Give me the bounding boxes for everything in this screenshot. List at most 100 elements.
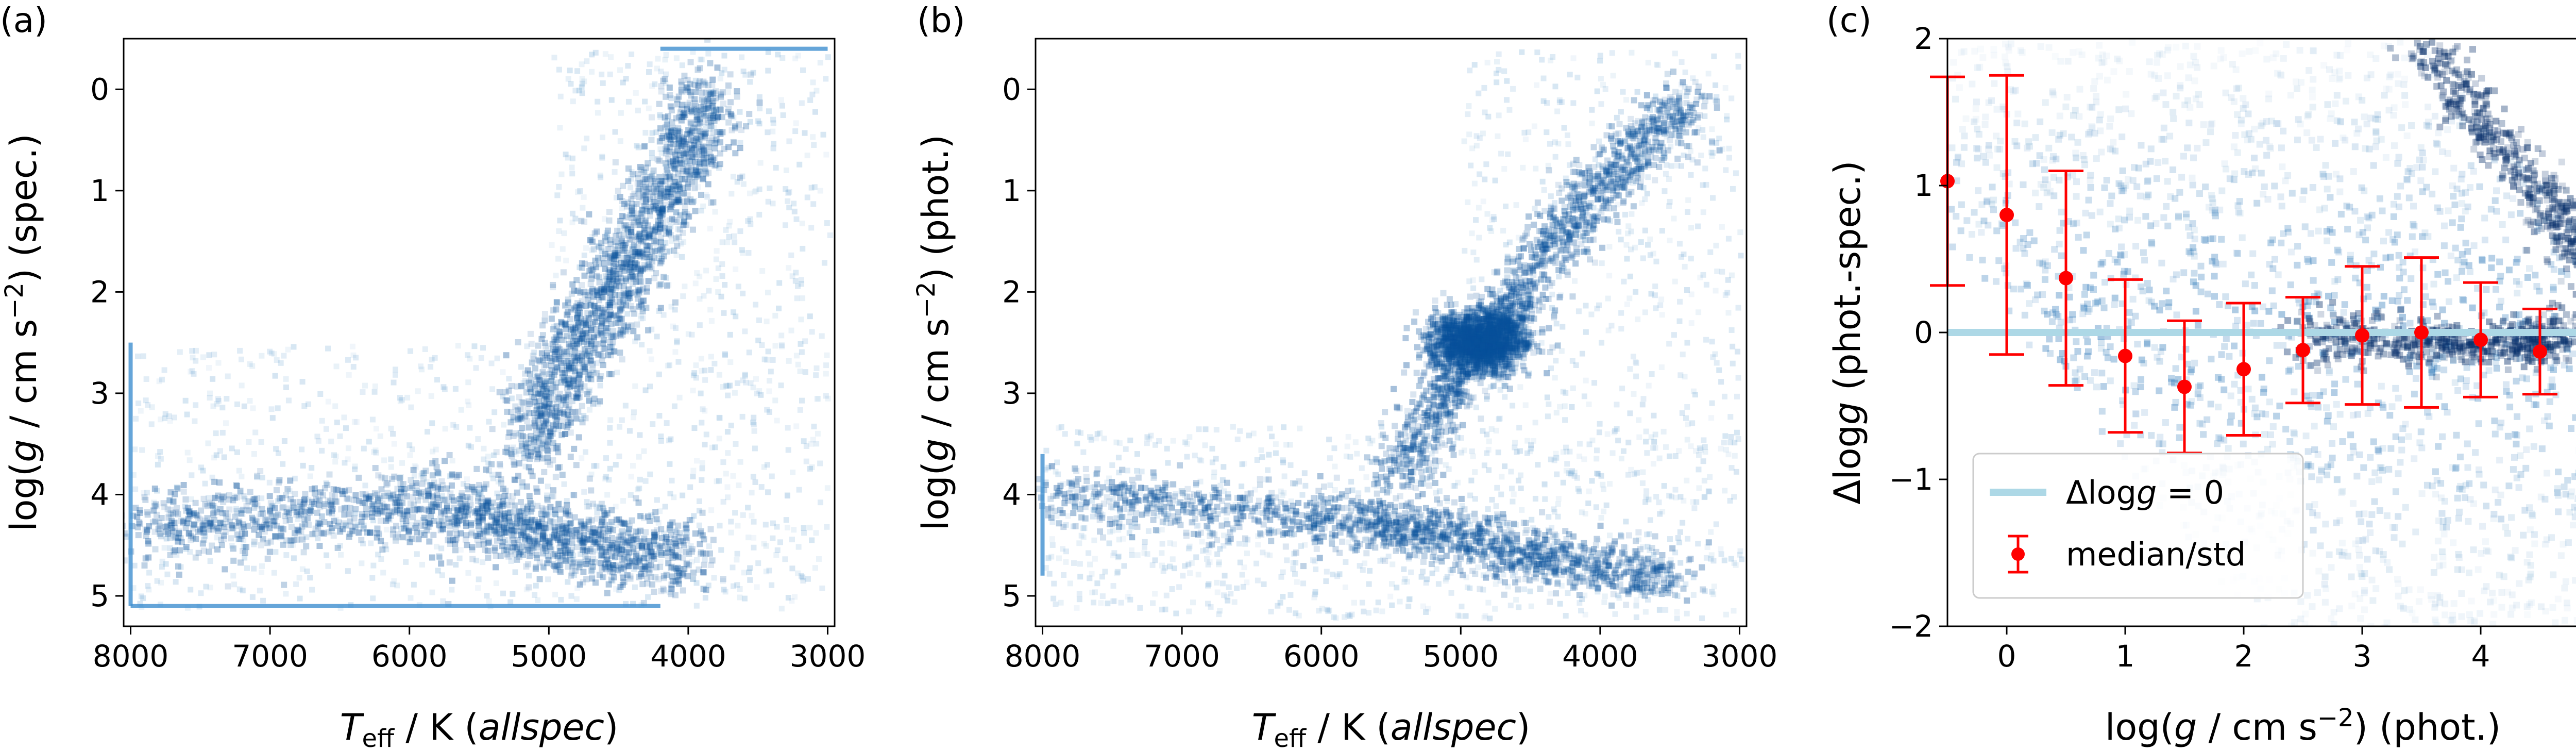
density-cell [587,536,594,543]
density-cell [690,167,697,174]
density-cell [691,142,698,148]
density-cell [1406,457,1412,463]
density-cell [1586,441,1592,447]
density-cell [701,160,707,166]
density-cell [602,51,608,57]
density-cell [461,481,467,487]
density-cell [188,496,194,503]
density-cell [631,310,638,317]
density-cell [459,506,465,513]
density-cell [595,288,601,294]
density-cell [565,392,572,399]
density-cell [432,504,438,510]
density-cell [544,411,550,418]
density-cell [663,230,669,237]
density-cell [657,210,664,216]
density-cell [189,472,195,478]
density-cell [555,426,561,432]
density-cell [602,511,609,518]
density-cell [1228,591,1234,597]
density-cell [1217,546,1223,552]
density-cell [693,107,700,114]
density-cell [468,444,474,450]
density-cell [550,284,556,291]
density-cell [640,169,647,176]
density-cell [740,290,746,296]
density-cell [365,495,371,502]
density-cell [519,433,526,440]
density-cell [677,152,684,158]
density-cell [584,547,590,554]
density-cell [346,372,352,378]
density-cell [380,503,387,510]
density-cell [655,228,662,235]
density-cell [464,476,470,482]
density-cell [703,268,709,274]
density-cell [534,412,540,419]
density-cell [1269,501,1276,507]
density-cell [460,503,466,510]
density-cell [555,464,562,471]
density-cell [827,232,833,238]
density-cell [590,293,597,300]
density-cell [566,341,572,347]
density-cell [697,65,703,72]
density-cell [481,509,488,516]
density-cell [575,189,581,195]
density-cell [579,336,585,342]
density-cell [527,538,533,544]
density-cell [398,526,404,532]
density-cell [714,64,721,71]
density-cell [1680,520,1686,526]
density-cell [521,536,528,543]
density-cell [640,264,647,271]
density-cell [807,465,813,472]
density-cell [573,386,580,392]
density-cell [611,574,617,580]
density-cell [210,526,216,533]
density-cell [476,514,483,521]
density-cell [796,487,802,493]
density-cell [188,532,194,539]
density-cell [286,516,293,523]
density-cell [639,266,646,273]
density-cell [801,438,807,444]
density-cell [388,495,395,502]
density-cell [400,481,406,488]
density-cell [250,516,257,523]
density-cell [533,485,540,492]
density-cell [552,334,559,340]
density-cell [708,354,714,360]
density-cell [702,134,708,141]
density-cell [667,92,673,98]
density-cell [649,149,655,156]
density-cell [1681,497,1687,504]
density-cell [690,137,697,144]
density-cell [539,544,546,551]
density-cell [386,492,393,499]
density-cell [667,206,673,213]
density-cell [660,205,667,212]
density-cell [477,486,483,492]
density-cell [1500,572,1506,578]
density-cell [710,156,717,163]
density-cell [369,575,376,581]
density-cell [528,449,535,456]
density-cell [635,171,641,177]
density-cell [1553,451,1559,457]
density-cell [651,531,658,538]
density-cell [674,196,681,203]
density-cell [1290,518,1296,524]
density-cell [665,113,671,120]
density-cell [228,525,235,532]
density-cell [600,340,606,347]
density-cell [593,314,600,321]
density-cell [555,524,562,530]
density-cell [634,143,640,149]
density-cell [598,560,604,566]
density-cell [251,541,257,547]
density-cell [302,521,309,528]
density-cell [609,545,616,552]
density-cell [544,442,551,449]
density-cell [727,219,733,225]
